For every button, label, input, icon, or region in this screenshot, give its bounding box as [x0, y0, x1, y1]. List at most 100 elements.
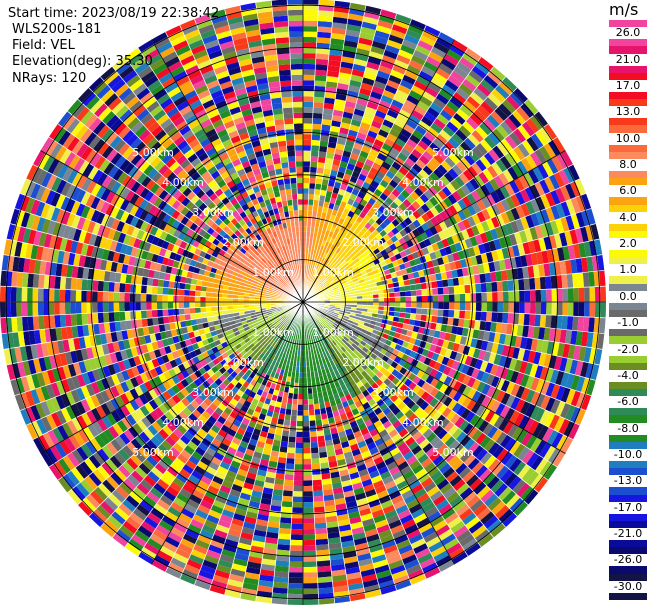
radar-gate [351, 324, 358, 329]
radar-gate [394, 302, 401, 308]
radar-gate [480, 101, 495, 115]
radar-gate [374, 30, 390, 40]
radar-gate [351, 526, 365, 535]
radar-gate [237, 370, 246, 378]
radar-gate [381, 433, 392, 443]
radar-gate [469, 113, 483, 126]
radar-gate [513, 177, 525, 192]
radar-gate [456, 108, 470, 122]
radar-gate [170, 526, 186, 539]
radar-gate [291, 523, 303, 530]
radar-gate [538, 237, 547, 252]
radar-gate [295, 447, 303, 454]
radar-gate [412, 129, 424, 140]
radar-gate [421, 295, 428, 302]
radar-gate [319, 283, 324, 289]
radar-gate [71, 467, 85, 483]
radar-gate [378, 529, 393, 539]
radar-gate [416, 206, 426, 217]
radar-gate [245, 362, 252, 370]
radar-gate [50, 328, 58, 342]
radar-gate [256, 313, 262, 317]
radar-gate [471, 213, 481, 225]
radar-gate [303, 9, 319, 16]
radar-gate [30, 344, 39, 360]
radar-gate [435, 67, 451, 80]
radar-gate [465, 474, 479, 487]
radar-gate [272, 439, 281, 447]
radar-gate [234, 552, 249, 562]
radar-gate [499, 185, 511, 199]
radar-gate [280, 328, 286, 334]
radar-gate [363, 10, 380, 20]
radar-gate [505, 95, 521, 111]
radar-gate [452, 499, 467, 513]
radar-gate [332, 239, 339, 246]
radar-gate [382, 174, 392, 184]
radar-gate [265, 471, 276, 479]
radar-gate [125, 495, 140, 508]
radar-gate [415, 283, 422, 291]
radar-gate [273, 576, 289, 583]
radar-gate [442, 466, 456, 479]
radar-gate [596, 254, 605, 271]
radar-gate [121, 329, 129, 341]
radar-gate [569, 406, 581, 423]
radar-gate [394, 296, 401, 302]
radar-gate [367, 305, 374, 310]
radar-gate [368, 470, 380, 479]
radar-gate [232, 419, 242, 428]
radar-gate [337, 519, 351, 527]
radar-gate [169, 322, 176, 331]
radar-gate [352, 321, 359, 327]
radar-gate [140, 478, 154, 492]
radar-gate [276, 350, 281, 357]
radar-gate [379, 179, 389, 189]
radar-gate [168, 368, 177, 378]
radar-gate [303, 518, 315, 524]
radar-gate [535, 196, 546, 211]
radar-gate [300, 345, 303, 351]
radar-gate [452, 212, 463, 224]
radar-gate [348, 587, 365, 596]
radar-gate [451, 164, 463, 176]
radar-gate [492, 145, 505, 159]
radar-gate [107, 493, 122, 508]
radar-gate [527, 169, 540, 185]
radar-gate [297, 399, 303, 405]
radar-gate [71, 325, 79, 339]
radar-gate [340, 474, 351, 482]
radar-gate [273, 322, 279, 328]
radar-gate [475, 126, 488, 140]
radar-gate [347, 339, 354, 346]
radar-gate [127, 426, 139, 439]
radar-gate [154, 365, 164, 376]
radar-gate [374, 519, 389, 529]
radar-gate [211, 579, 228, 590]
radar-gate [146, 439, 158, 452]
radar-gate [255, 474, 266, 482]
radar-gate [441, 316, 449, 325]
radar-gate [326, 261, 332, 267]
radar-gate [140, 520, 156, 534]
radar-gate [236, 427, 246, 436]
radar-gate [520, 203, 531, 217]
radar-gate [506, 246, 515, 259]
radar-gate [263, 443, 273, 451]
radar-gate [48, 464, 63, 481]
radar-gate [223, 420, 233, 429]
radar-gate [428, 329, 436, 337]
radar-gate [329, 466, 339, 473]
radar-gate [395, 270, 403, 277]
radar-gate [306, 372, 311, 378]
radar-gate [308, 270, 312, 276]
radar-gate [313, 332, 317, 338]
radar-gate [413, 80, 428, 92]
radar-gate [459, 434, 472, 447]
radar-gate [548, 262, 556, 276]
radar-gate [288, 326, 292, 332]
radar-gate [433, 168, 444, 179]
radar-gate [470, 338, 478, 349]
radar-gate [75, 349, 84, 363]
radar-gate [303, 123, 313, 130]
